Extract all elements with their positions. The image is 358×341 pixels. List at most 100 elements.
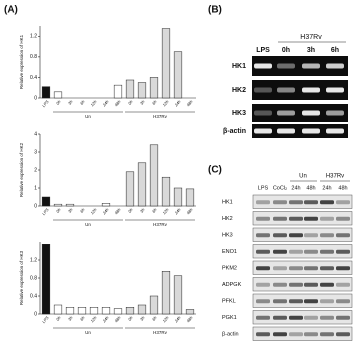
blot-band — [289, 332, 303, 337]
blot-band — [336, 282, 350, 287]
x-tick-label: 24h — [173, 207, 182, 217]
blot-band — [304, 282, 318, 287]
row-label: HK2 — [232, 87, 246, 94]
blot-band — [256, 216, 270, 221]
blot-band — [273, 299, 287, 304]
blot-band — [336, 266, 350, 271]
lane-label: 3h — [307, 47, 315, 54]
group-label: Un — [85, 114, 91, 119]
blot-band — [304, 233, 318, 238]
bar — [149, 144, 159, 207]
bar — [149, 77, 159, 99]
blot-band — [256, 249, 270, 254]
x-tick-label: 0h — [55, 315, 62, 322]
y-axis-label: Relative expression of HK1 — [19, 34, 24, 89]
lane-label: LPS — [258, 185, 269, 191]
blot-band — [304, 266, 318, 271]
x-tick-label: 0h — [127, 207, 134, 214]
x-tick-label: 24h — [101, 99, 110, 109]
bar — [161, 176, 171, 207]
y-tick-label: 3 — [34, 149, 37, 155]
blot-band — [256, 233, 270, 238]
blot-band — [273, 200, 287, 205]
x-tick-label: 12h — [89, 315, 98, 324]
blot-band — [304, 249, 318, 254]
row-label: HK3 — [222, 233, 233, 239]
x-tick-label: 0h — [127, 315, 134, 322]
x-tick-label: 48h — [113, 315, 122, 324]
gel-band — [326, 128, 344, 134]
y-tick-label: 0.8 — [30, 54, 37, 60]
gel-band — [254, 63, 272, 69]
y-tick-label: 0.4 — [30, 75, 37, 81]
bar — [185, 309, 195, 315]
bar — [137, 82, 147, 99]
gel-lane-strip — [252, 124, 348, 138]
lane-label: 0h — [282, 47, 290, 54]
panel-label: (C) — [208, 165, 222, 176]
x-tick-label: 48h — [113, 207, 122, 216]
x-tick-label: 3h — [67, 99, 74, 106]
bar — [161, 271, 171, 315]
lane-label: LPS — [256, 47, 270, 54]
blot-band — [289, 266, 303, 271]
bar — [113, 84, 123, 99]
blot-band — [336, 200, 350, 205]
bar — [173, 51, 183, 99]
gel-band — [277, 63, 295, 69]
blot-band — [289, 299, 303, 304]
gel-band — [277, 128, 295, 134]
x-tick-label: 24h — [101, 315, 110, 325]
blot-band — [320, 216, 334, 221]
bar — [137, 162, 147, 207]
row-label: PGK1 — [222, 315, 237, 321]
bar — [125, 79, 135, 99]
y-tick-label: 1.2 — [30, 34, 37, 40]
x-tick-label: LPS — [41, 99, 50, 108]
bar — [173, 187, 183, 207]
row-label: HK3 — [232, 110, 246, 117]
group-label: Un — [85, 330, 91, 335]
x-tick-label: LPS — [41, 207, 50, 216]
x-tick-label: 12h — [89, 99, 98, 108]
x-tick-label: 3h — [67, 315, 74, 322]
x-tick-label: 6h — [151, 99, 158, 106]
lane-label: 24h — [322, 185, 331, 191]
gel-band — [254, 110, 272, 116]
x-tick-label: 48h — [185, 315, 194, 324]
blot-band — [336, 249, 350, 254]
y-tick-label: 1 — [34, 185, 37, 191]
gel-lane-strip — [252, 56, 348, 76]
row-label: ENO1 — [222, 249, 237, 255]
blot-band — [256, 299, 270, 304]
x-tick-label: 48h — [185, 99, 194, 108]
blot-band — [256, 266, 270, 271]
group-label: H37Rv — [153, 114, 168, 119]
x-tick-label: 12h — [161, 315, 170, 324]
blot-band — [256, 282, 270, 287]
blot-band — [289, 233, 303, 238]
blot-band — [273, 315, 287, 320]
blot-band — [289, 200, 303, 205]
group-label: Un — [85, 222, 91, 227]
bar — [77, 307, 87, 315]
blot-strip — [252, 260, 353, 275]
blot-band — [320, 332, 334, 337]
bar — [65, 307, 75, 315]
row-label: HK1 — [222, 200, 233, 206]
blot-band — [289, 249, 303, 254]
y-axis-label: Relative expression of HK2 — [19, 142, 24, 197]
blot-strip — [252, 244, 353, 259]
blot-band — [320, 299, 334, 304]
group-label: H37Rv — [153, 330, 168, 335]
blot-band — [320, 249, 334, 254]
group-label: Un — [299, 174, 307, 180]
row-label: PKM2 — [222, 266, 237, 272]
lane-label: 48h — [338, 185, 347, 191]
gel-band — [326, 87, 344, 93]
blot-band — [273, 216, 287, 221]
row-label: HK2 — [222, 216, 233, 222]
blot-band — [320, 266, 334, 271]
lane-label: CoCl₂ — [273, 185, 287, 191]
x-tick-label: 6h — [151, 315, 158, 322]
